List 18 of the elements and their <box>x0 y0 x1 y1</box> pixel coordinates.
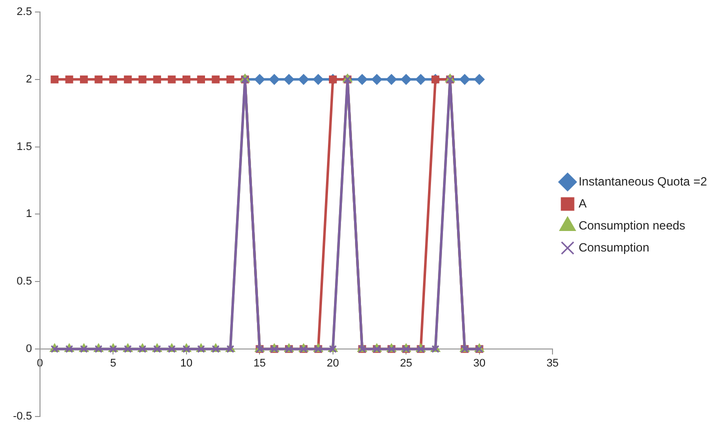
x-tick-label: 20 <box>326 358 339 370</box>
x-tick-label: 15 <box>254 358 266 370</box>
x-tick-label: 25 <box>400 358 412 370</box>
y-tick-label: 0.5 <box>16 276 32 288</box>
y-tick-label: 2 <box>26 73 32 86</box>
x-tick-label: 30 <box>473 358 486 370</box>
legend-label: Consumption <box>578 240 650 254</box>
legend-label: Consumption needs <box>578 218 686 232</box>
y-tick-label: 1 <box>26 208 32 220</box>
legend-label: A <box>578 196 587 210</box>
x-tick-label: 5 <box>110 358 116 370</box>
x-tick-label: 35 <box>546 358 559 370</box>
x-tick-label: 10 <box>180 358 193 370</box>
y-tick-label: -0.5 <box>12 410 32 422</box>
legend-label: Instantaneous Quota =2 <box>578 174 708 188</box>
y-tick-label: 2.5 <box>16 6 32 18</box>
y-tick-label: 1.5 <box>16 140 32 153</box>
y-tick-label: 0 <box>26 343 32 356</box>
